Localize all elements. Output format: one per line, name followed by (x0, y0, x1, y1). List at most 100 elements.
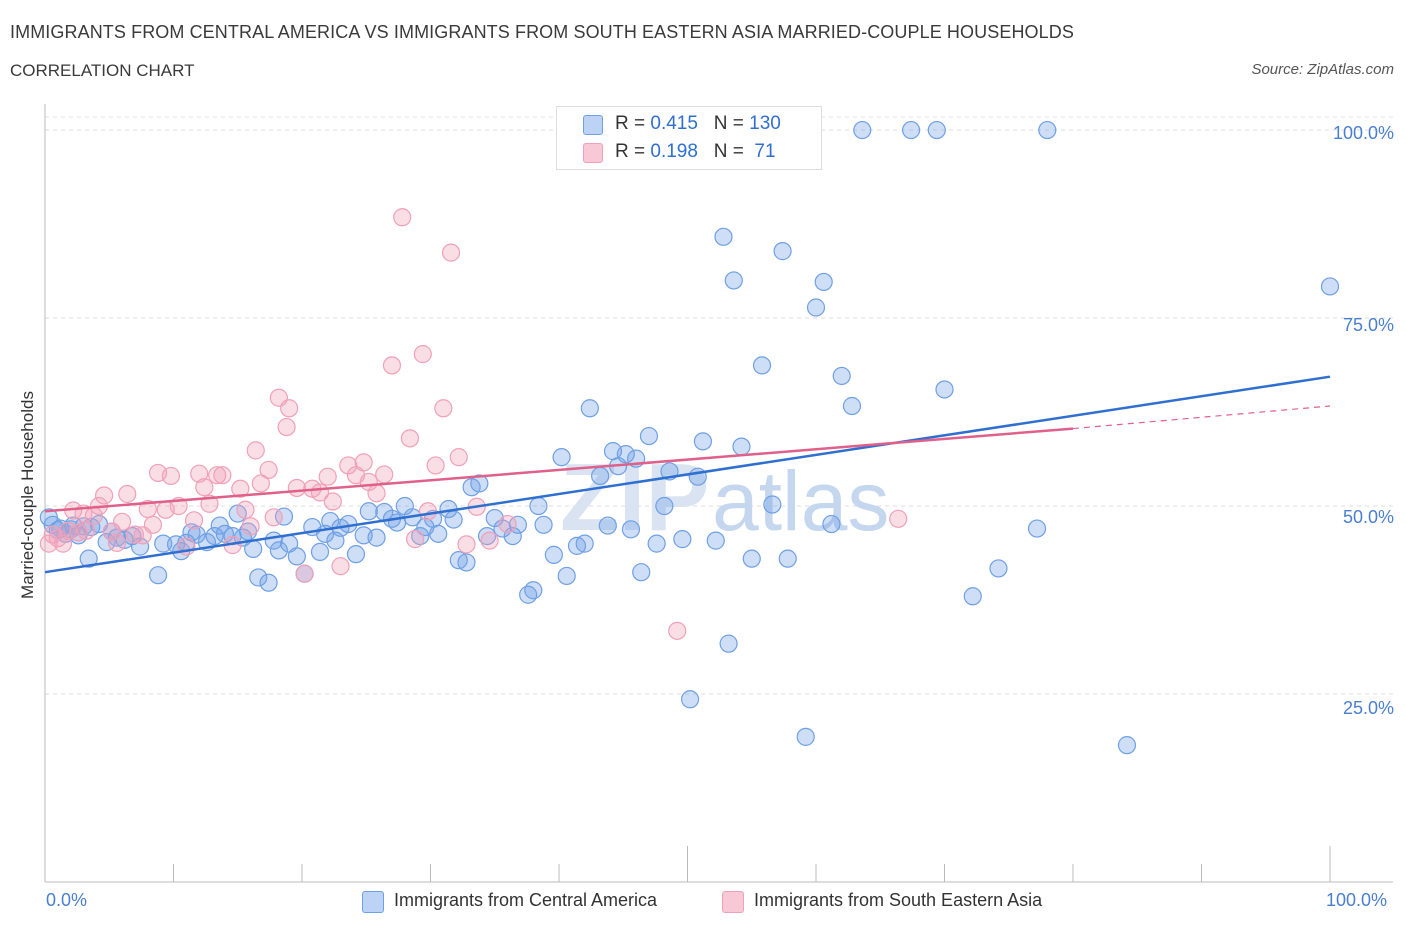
central-america-point-52 (367, 528, 386, 547)
n-label: N = (713, 141, 750, 162)
central-america-point-18 (148, 566, 168, 585)
south-eastern-asia-point-15 (118, 484, 137, 504)
south-eastern-asia-point-47 (323, 492, 342, 511)
central-america-point-110 (806, 298, 826, 317)
central-america-point-81 (575, 534, 594, 553)
swatch-pink (583, 143, 603, 163)
south-eastern-asia-point-67 (480, 531, 499, 550)
r-value: 0.198 (650, 141, 698, 162)
central-america-point-67 (470, 474, 489, 493)
south-eastern-asia-point-34 (241, 517, 260, 536)
trend-line-south-eastern-asia-projection (1072, 405, 1331, 430)
central-america-point-40 (287, 547, 306, 566)
south-eastern-asia-point-51 (354, 453, 373, 472)
trend-lines (44, 375, 1331, 574)
central-america-point-98 (693, 432, 713, 451)
south-eastern-asia-point-0 (39, 534, 58, 553)
axes (44, 104, 1393, 883)
south-eastern-asia-point-46 (318, 467, 337, 486)
series-central-america (39, 120, 1340, 755)
central-america-point-104 (742, 549, 761, 568)
central-america-point-102 (724, 271, 743, 290)
south-eastern-asia-point-59 (413, 345, 432, 364)
south-eastern-asia-point-42 (287, 478, 306, 498)
y-tick-100: 100.0% (1332, 123, 1394, 143)
r-label: R = (615, 141, 651, 162)
central-america-point-118 (935, 380, 954, 399)
central-america-point-24 (187, 525, 206, 544)
central-america-point-96 (680, 690, 700, 709)
south-eastern-asia-point-56 (393, 208, 412, 227)
south-eastern-asia-point-14 (112, 512, 132, 531)
central-america-point-63 (444, 510, 463, 529)
central-america-point-121 (1027, 519, 1047, 538)
central-america-point-37 (269, 541, 288, 560)
south-eastern-asia-point-57 (400, 429, 420, 448)
gridlines (45, 116, 1393, 695)
south-eastern-asia-point-49 (339, 456, 358, 475)
central-america-point-114 (842, 396, 862, 416)
central-america-point-112 (822, 514, 841, 534)
south-eastern-asia-point-61 (426, 456, 445, 475)
central-america-point-83 (591, 466, 610, 486)
south-eastern-asia-point-11 (95, 486, 114, 505)
legend-swatch-blue (362, 891, 384, 913)
central-america-point-17 (130, 537, 150, 556)
trend-line-central-america (44, 375, 1331, 574)
south-eastern-asia-point-25 (184, 511, 204, 530)
legend-label-south-eastern-asia: Immigrants from South Eastern Asia (754, 890, 1043, 910)
n-label: N = (713, 113, 750, 134)
central-america-point-99 (706, 531, 725, 550)
central-america-point-90 (632, 563, 651, 582)
central-america-point-119 (963, 587, 982, 606)
swatch-blue (583, 115, 603, 135)
central-america-point-93 (655, 496, 674, 516)
y-tick-25: 25.0% (1342, 698, 1394, 718)
stats-legend: R = 0.415 N = 130 R = 0.198 N = 71 (556, 106, 822, 170)
central-america-point-33 (244, 539, 263, 558)
chart-subtitle: CORRELATION CHART (10, 61, 195, 80)
central-america-point-38 (274, 507, 294, 526)
source-credit: Source: ZipAtlas.com (1251, 61, 1394, 78)
south-eastern-asia-point-19 (143, 515, 163, 534)
south-eastern-asia-point-36 (251, 474, 270, 493)
central-america-point-74 (524, 581, 543, 600)
central-america-point-123 (1117, 736, 1137, 755)
central-america-point-105 (752, 356, 772, 375)
south-eastern-asia-point-27 (195, 478, 214, 497)
south-eastern-asia-point-32 (231, 479, 250, 498)
south-eastern-asia-point-22 (161, 466, 181, 486)
south-eastern-asia-point-68 (498, 514, 517, 534)
central-america-point-34 (249, 568, 268, 587)
south-eastern-asia-point-41 (280, 399, 299, 418)
south-eastern-asia-point-53 (367, 484, 386, 503)
central-america-point-12 (97, 533, 116, 552)
n-value: 130 (749, 113, 781, 134)
central-america-point-71 (503, 526, 522, 546)
central-america-point-108 (778, 549, 797, 568)
series-south-eastern-asia (39, 208, 908, 640)
r-label: R = (615, 113, 651, 134)
central-america-point-109 (796, 727, 815, 746)
central-america-point-65 (457, 553, 476, 572)
central-america-point-101 (719, 634, 738, 653)
central-america-point-95 (673, 530, 692, 549)
central-america-point-72 (508, 515, 527, 534)
central-america-point-75 (529, 496, 548, 516)
south-eastern-asia-point-55 (382, 356, 402, 375)
central-america-point-122 (1038, 120, 1057, 140)
legend-swatch-pink (722, 891, 744, 913)
south-eastern-asia-point-58 (405, 530, 425, 549)
central-america-point-79 (557, 566, 576, 586)
x-tick-0: 0.0% (46, 890, 88, 910)
watermark-zip: ZIP (560, 444, 709, 551)
central-america-point-76 (534, 515, 553, 534)
central-america-point-35 (259, 573, 278, 592)
chart-title: IMMIGRANTS FROM CENTRAL AMERICA VS IMMIG… (10, 22, 1074, 42)
central-america-point-106 (763, 495, 782, 514)
central-america-point-103 (732, 437, 751, 456)
central-america-point-49 (346, 545, 366, 564)
central-america-point-107 (773, 242, 792, 261)
x-tick-100: 100.0% (1326, 890, 1388, 910)
